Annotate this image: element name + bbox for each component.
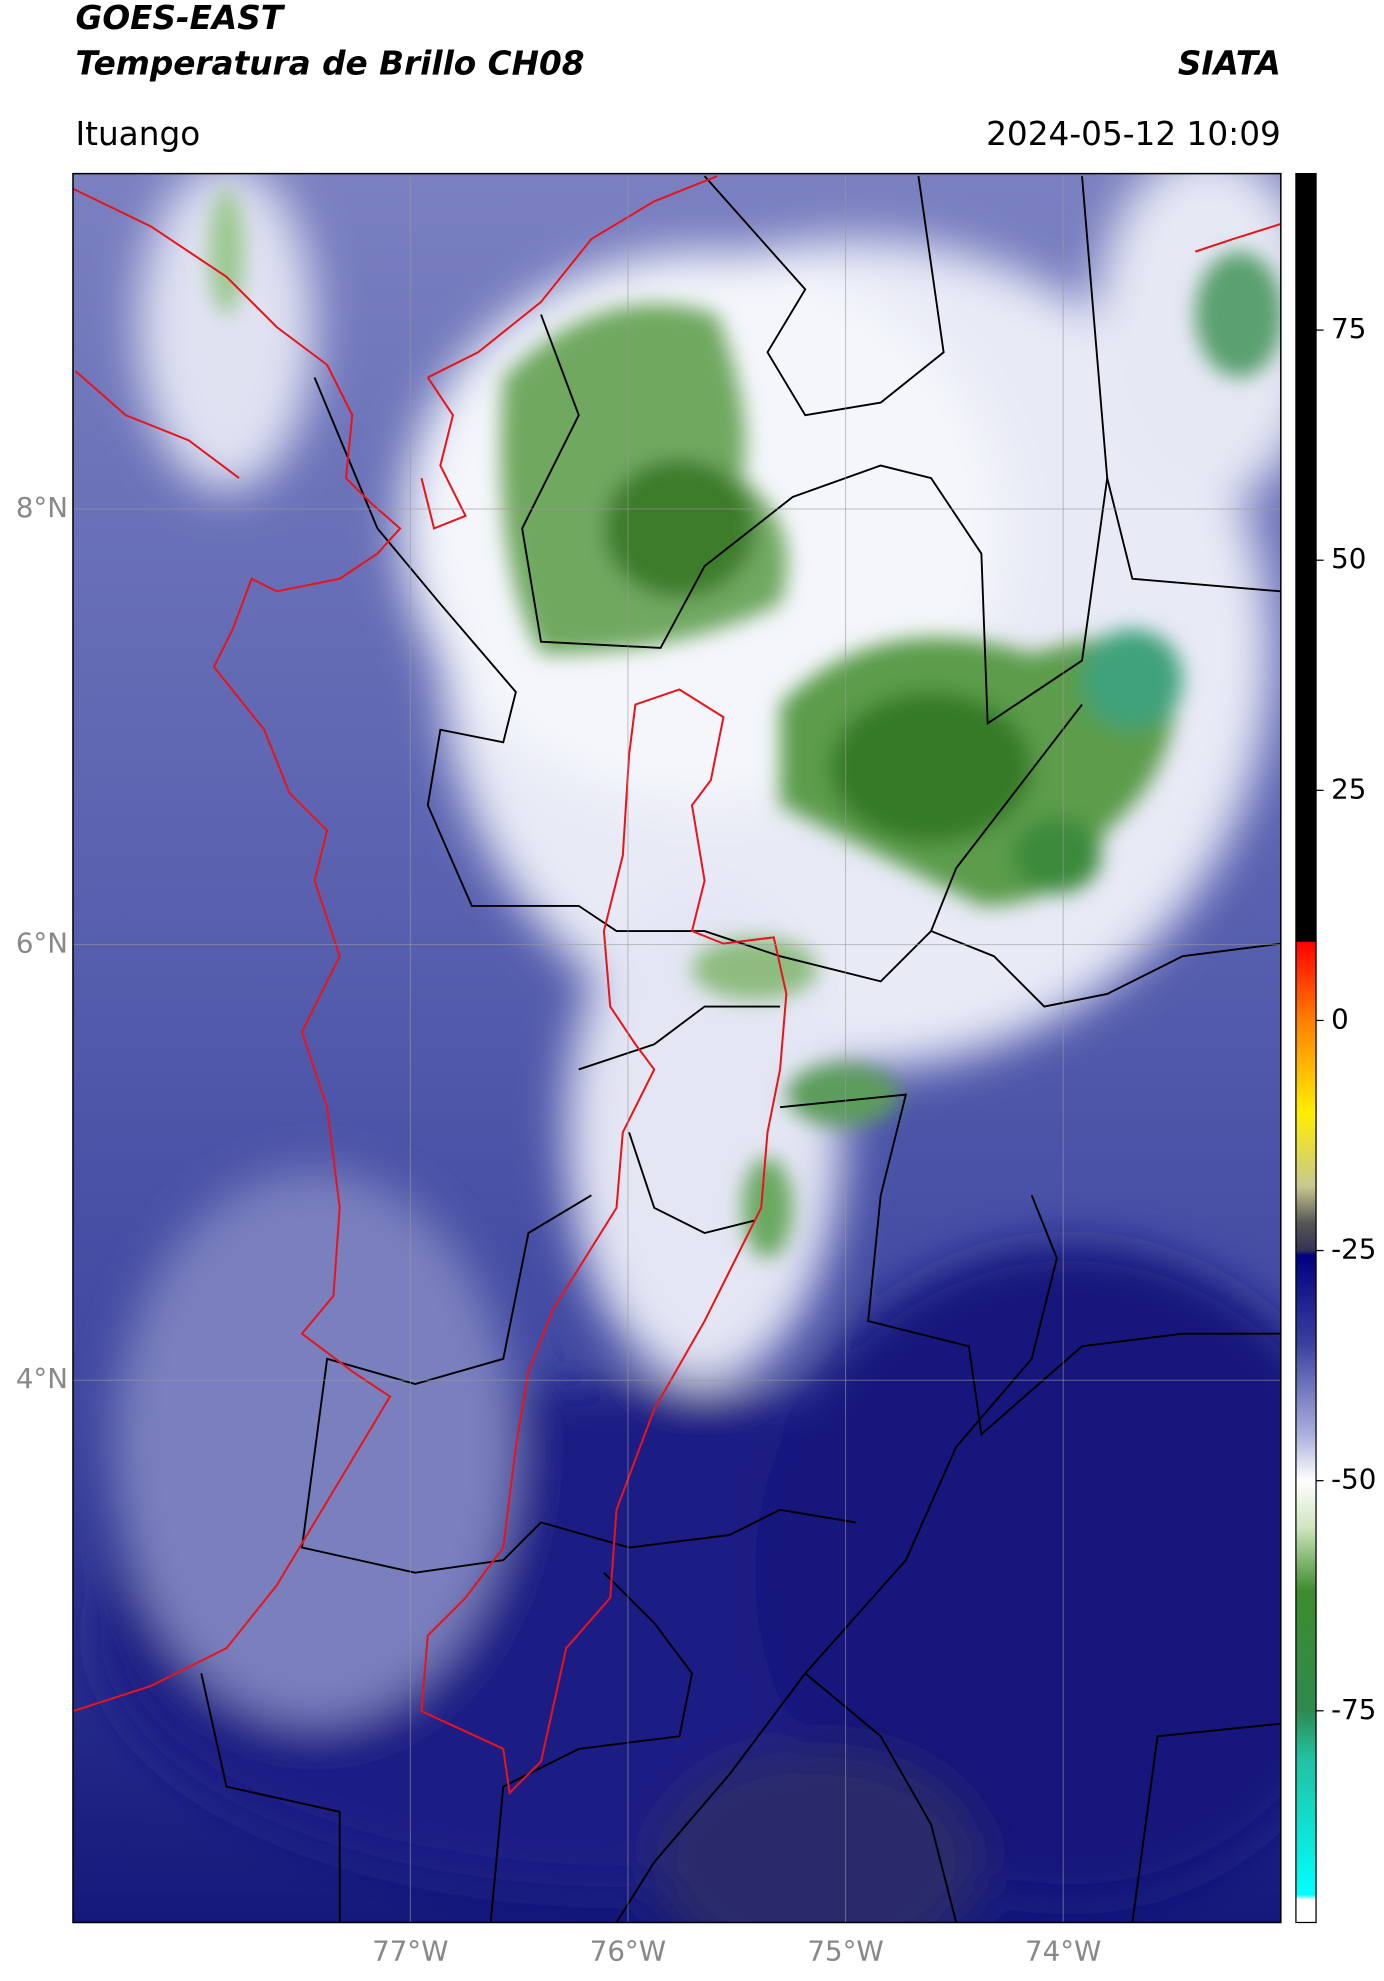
subtitle: Temperatura de Brillo CH08	[75, 44, 584, 82]
source: SIATA	[1178, 44, 1281, 82]
graticule: 77°W 76°W 75°W 74°W 8°N 6°N 4°N	[16, 173, 1281, 1968]
colorbar-label: 0	[1331, 1002, 1349, 1035]
colorbar-fill	[1295, 172, 1317, 1924]
colorbar-label: 75	[1331, 312, 1366, 345]
colorbar: 75 50 25 0 -25 -50 -75	[1295, 172, 1376, 1924]
map-frame	[72, 172, 1282, 1924]
datetime: 2024-05-12 10:09	[986, 115, 1281, 153]
lon-label: 76°W	[590, 1935, 666, 1968]
colorbar-label: 25	[1331, 772, 1366, 805]
lon-label: 74°W	[1025, 1935, 1101, 1968]
lat-label: 4°N	[16, 1362, 68, 1395]
colorbar-label: -75	[1331, 1693, 1376, 1726]
lat-label: 8°N	[16, 491, 68, 524]
lon-label: 77°W	[372, 1935, 448, 1968]
region: Ituango	[75, 115, 200, 153]
colorbar-label: -25	[1331, 1233, 1376, 1266]
satellite-image	[72, 173, 1281, 1923]
lon-label: 75°W	[807, 1935, 883, 1968]
colorbar-label: -50	[1331, 1463, 1376, 1496]
title: GOES-EAST	[75, 0, 285, 37]
lat-label: 6°N	[16, 927, 68, 960]
colorbar-label: 50	[1331, 542, 1366, 575]
